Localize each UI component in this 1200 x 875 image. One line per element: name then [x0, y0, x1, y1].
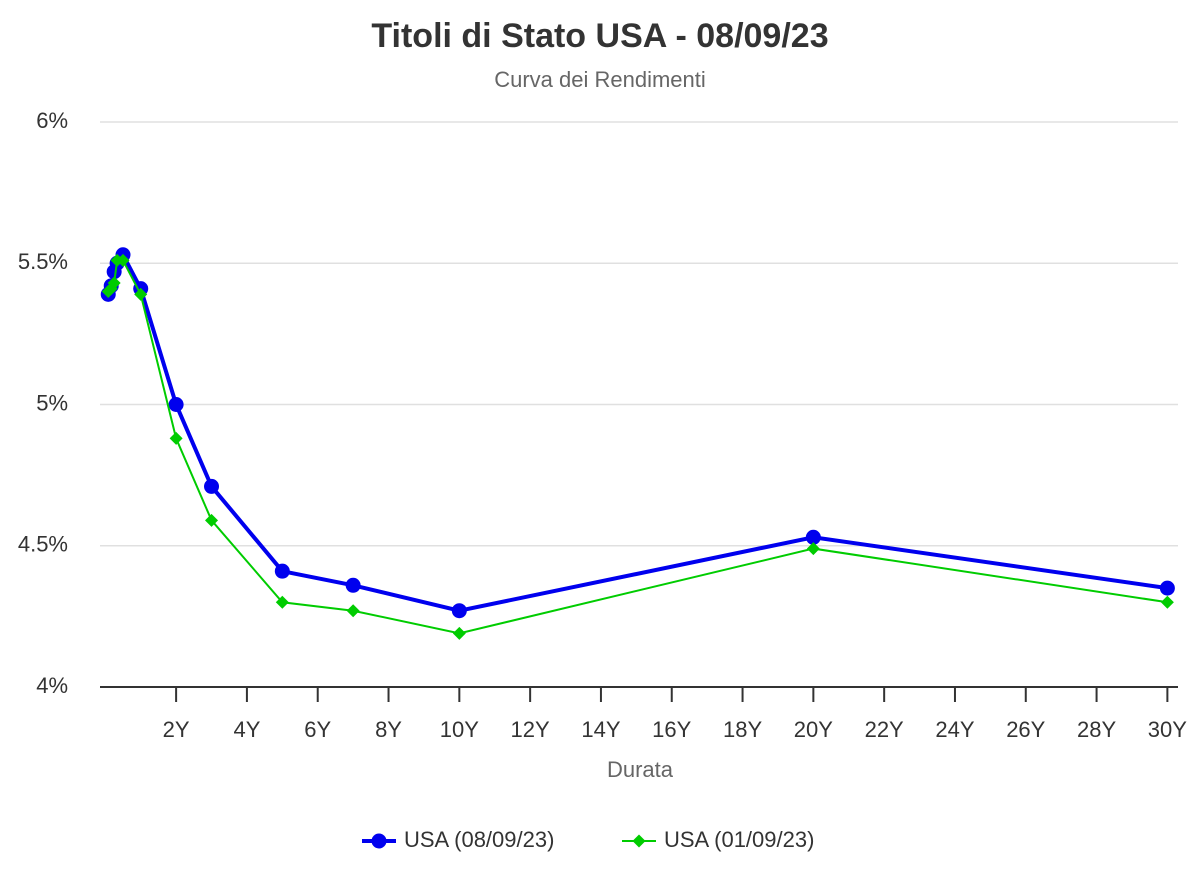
x-tick-label: 10Y [440, 717, 479, 742]
data-point [169, 431, 183, 445]
data-point [806, 542, 820, 556]
y-tick-label: 4% [36, 673, 68, 698]
x-tick-label: 18Y [723, 717, 762, 742]
x-tick-label: 16Y [652, 717, 691, 742]
x-tick-label: 6Y [304, 717, 331, 742]
x-tick-label: 26Y [1006, 717, 1045, 742]
legend-label: USA (08/09/23) [404, 827, 554, 852]
data-point [134, 287, 148, 301]
data-point [452, 626, 466, 640]
data-point [1160, 595, 1174, 609]
x-tick-label: 22Y [865, 717, 904, 742]
series-line [107, 259, 1168, 635]
legend-label: USA (01/09/23) [664, 827, 814, 852]
x-tick-label: 24Y [935, 717, 974, 742]
y-tick-label: 4.5% [18, 532, 68, 557]
data-point [107, 276, 121, 290]
data-point [275, 595, 289, 609]
y-tick-label: 5.5% [18, 249, 68, 274]
data-point [346, 604, 360, 618]
x-axis-label: Durata [607, 757, 674, 782]
data-point [451, 603, 467, 619]
chart-subtitle: Curva dei Rendimenti [494, 67, 706, 92]
x-tick-label: 12Y [511, 717, 550, 742]
data-point [1159, 580, 1175, 596]
data-point [345, 577, 361, 593]
data-point [204, 478, 220, 494]
data-point [116, 253, 130, 267]
x-tick-label: 20Y [794, 717, 833, 742]
x-tick-label: 8Y [375, 717, 402, 742]
data-point [205, 513, 219, 527]
x-tick-label: 30Y [1148, 717, 1187, 742]
legend-marker [632, 834, 646, 848]
y-tick-label: 5% [36, 390, 68, 415]
x-tick-label: 14Y [581, 717, 620, 742]
y-tick-label: 6% [36, 108, 68, 133]
series-line [106, 250, 1168, 613]
chart-title: Titoli di Stato USA - 08/09/23 [371, 17, 828, 55]
x-tick-label: 4Y [233, 717, 260, 742]
data-point [274, 563, 290, 579]
x-tick-label: 28Y [1077, 717, 1116, 742]
data-point [805, 529, 821, 545]
x-tick-label: 2Y [163, 717, 190, 742]
data-point [168, 397, 184, 412]
legend-marker [371, 833, 387, 849]
